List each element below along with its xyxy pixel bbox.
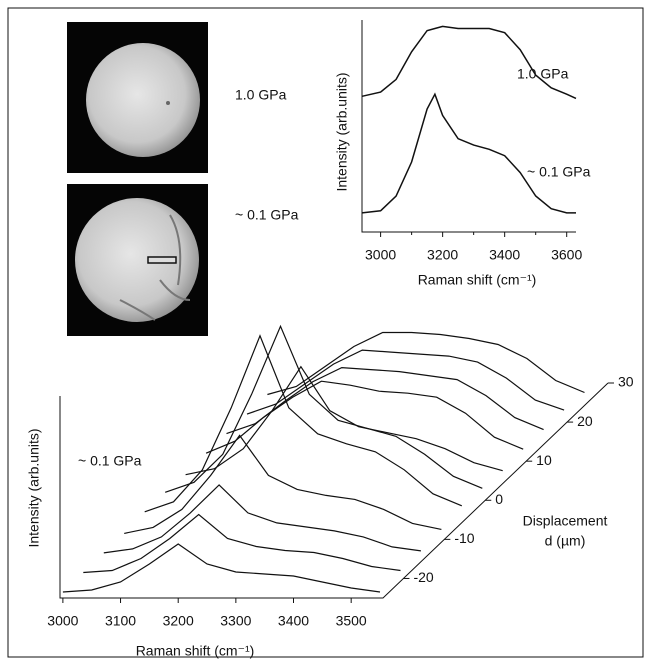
spectrum-trace: [144, 334, 463, 513]
spectrum-trace: [185, 365, 503, 476]
x-tick-label: 3100: [105, 613, 136, 629]
spectrum-trace: [124, 434, 442, 534]
axis: [361, 20, 576, 233]
y-axis-label: Intensity (arb.units): [26, 428, 42, 547]
frame: [7, 7, 644, 658]
y-axis-label: Intensity (arb.units): [334, 72, 350, 191]
x-axis-label: Raman shift (cm⁻¹): [136, 643, 255, 659]
z-tick-label: 30: [618, 374, 634, 390]
spectrum-trace: [246, 349, 565, 415]
x-tick-label: 3400: [278, 613, 309, 629]
x-axis-label: Raman shift (cm⁻¹): [418, 272, 537, 288]
spectrum-trace: [205, 380, 524, 454]
micrograph-label: ~ 0.1 GPa: [235, 207, 299, 223]
spectrum-line: [361, 92, 576, 214]
z-tick-label: 0: [495, 491, 503, 507]
series-label: ~ 0.1 GPa: [527, 164, 591, 180]
x-tick-label: 3400: [489, 247, 520, 263]
micrograph: [67, 22, 208, 173]
annotation: ~ 0.1 GPa: [78, 453, 142, 469]
z-tick-label: -20: [413, 569, 433, 585]
axis: [59, 382, 609, 599]
x-tick-label: 3600: [551, 247, 582, 263]
spectrum-trace: [165, 324, 483, 493]
x-tick-label: 3200: [163, 613, 194, 629]
x-tick-label: 3300: [220, 613, 251, 629]
spectrum-line: [361, 25, 577, 100]
spectrum-trace: [62, 543, 381, 593]
series-label: 1.0 GPa: [517, 66, 569, 82]
spectrum-trace: [226, 366, 544, 435]
z-tick-label: 20: [577, 413, 593, 429]
x-tick-label: 3500: [336, 613, 367, 629]
spectrum-trace: [103, 484, 421, 554]
micrograph: [67, 184, 208, 336]
x-tick-label: 3000: [365, 247, 396, 263]
spectrum-trace: [83, 513, 401, 574]
x-tick-label: 3200: [427, 247, 458, 263]
micrograph-label: 1.0 GPa: [235, 87, 287, 103]
spectrum-trace: [267, 331, 585, 396]
z-tick-label: -10: [454, 530, 474, 546]
z-tick-label: 10: [536, 452, 552, 468]
x-tick-label: 3000: [47, 613, 78, 629]
z-axis-label: d (µm): [545, 533, 586, 549]
z-axis-label: Displacement: [523, 513, 608, 529]
